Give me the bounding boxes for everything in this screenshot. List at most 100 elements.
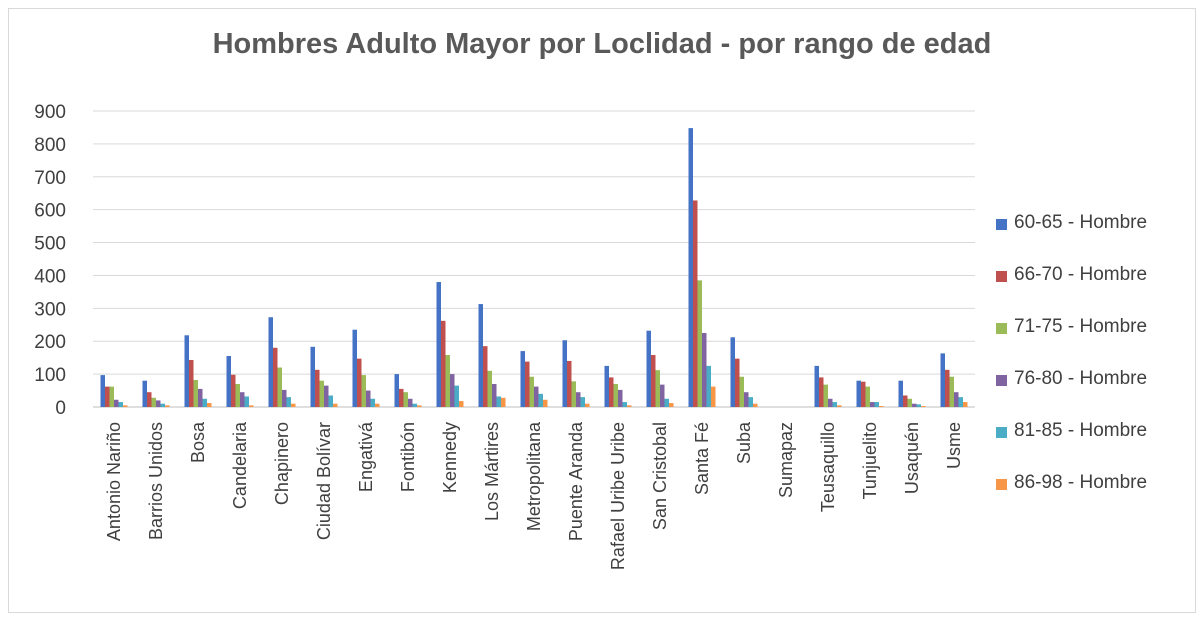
bar [366, 390, 371, 407]
legend-label: 81-85 - Hombre [1014, 420, 1148, 441]
bar [147, 392, 152, 407]
bar [249, 405, 254, 407]
bar [814, 365, 819, 407]
bar [291, 403, 296, 407]
bar [954, 392, 959, 407]
bar [459, 401, 464, 407]
bar [114, 399, 119, 407]
y-tick-label: 100 [34, 365, 66, 386]
bar [562, 340, 567, 407]
bar [240, 392, 245, 407]
bar [231, 374, 236, 407]
bar [735, 358, 740, 407]
x-tick-label: Santa Fé [692, 422, 712, 495]
bar [861, 381, 866, 407]
bar [399, 388, 404, 407]
x-tick-label: Candelaria [230, 421, 250, 509]
bar [903, 395, 908, 407]
legend: 60-65 - Hombre 66-70 - Hombre 71-75 - Homb… [990, 212, 1190, 524]
y-tick-label: 200 [34, 332, 66, 353]
bar [837, 405, 842, 407]
bar [142, 380, 147, 407]
bar [198, 388, 203, 407]
chart-title: Hombres Adulto Mayor por Loclidad - por … [212, 28, 992, 60]
bar [160, 403, 165, 407]
bar [478, 304, 483, 407]
bar [412, 403, 417, 407]
y-tick-label: 800 [34, 135, 66, 156]
x-tick-label: Fontibón [398, 422, 418, 492]
y-tick-label: 500 [34, 234, 66, 255]
x-tick-label: Engativá [356, 421, 376, 492]
legend-swatch [996, 271, 1007, 282]
bar [328, 395, 333, 407]
x-tick-label: Usme [944, 422, 964, 469]
bar [576, 392, 581, 407]
bar [193, 380, 198, 407]
x-tick-label: Usaquén [902, 422, 922, 494]
bar [874, 402, 879, 407]
bar [744, 392, 749, 407]
bar [375, 403, 380, 407]
bar [711, 386, 716, 407]
bar [916, 404, 921, 407]
bar [370, 398, 375, 407]
bar [646, 330, 651, 407]
legend-swatch [996, 219, 1007, 230]
x-axis: Antonio Nariño Barrios Unidos Bosa Candelar… [104, 421, 964, 570]
legend-item: 81-85 - Hombre [990, 420, 1190, 472]
bar [417, 405, 422, 407]
bar [315, 369, 320, 407]
legend-swatch [996, 323, 1007, 334]
legend-label: 71-75 - Hombre [1014, 316, 1148, 337]
bar [268, 317, 273, 407]
bar [105, 386, 110, 407]
x-tick-label: Barrios Unidos [146, 422, 166, 540]
bar [748, 397, 753, 407]
bar [273, 347, 278, 407]
bar [865, 386, 870, 407]
x-tick-label: Rafael Uribe Uribe [608, 422, 628, 570]
y-tick-label: 600 [34, 201, 66, 222]
bar [529, 376, 534, 407]
bar [534, 386, 539, 407]
bar [912, 403, 917, 407]
bar [609, 377, 614, 407]
bar [487, 370, 492, 407]
bar [357, 358, 362, 407]
bar [207, 403, 212, 407]
bar [567, 360, 572, 407]
bar [585, 403, 590, 407]
bar [604, 365, 609, 407]
x-tick-label: Tunjuelito [860, 422, 880, 499]
bar [706, 365, 711, 407]
bar [688, 128, 693, 407]
x-tick-label: Bosa [188, 421, 208, 463]
bar [664, 398, 669, 407]
x-tick-label: Kennedy [440, 422, 460, 493]
bar [394, 374, 399, 407]
y-tick-label: 300 [34, 299, 66, 320]
bar [352, 329, 357, 407]
y-tick-label: 700 [34, 168, 66, 189]
bar [627, 405, 632, 407]
bar [958, 397, 963, 407]
bar [730, 337, 735, 407]
bar [702, 333, 707, 407]
x-tick-label: Antonio Nariño [104, 422, 124, 541]
bar [202, 398, 207, 407]
bar [226, 356, 231, 407]
bar [244, 396, 249, 407]
x-tick-label: Teusaquillo [818, 422, 838, 512]
bar [618, 389, 623, 407]
y-tick-label: 0 [55, 398, 66, 419]
bar [753, 403, 758, 407]
legend-label: 66-70 - Hombre [1014, 264, 1148, 285]
bars [100, 128, 968, 407]
chart-frame [8, 8, 1196, 613]
bar [123, 405, 128, 407]
bar [189, 359, 194, 407]
bar [436, 282, 441, 407]
legend-item: 76-80 - Hombre [990, 368, 1190, 420]
